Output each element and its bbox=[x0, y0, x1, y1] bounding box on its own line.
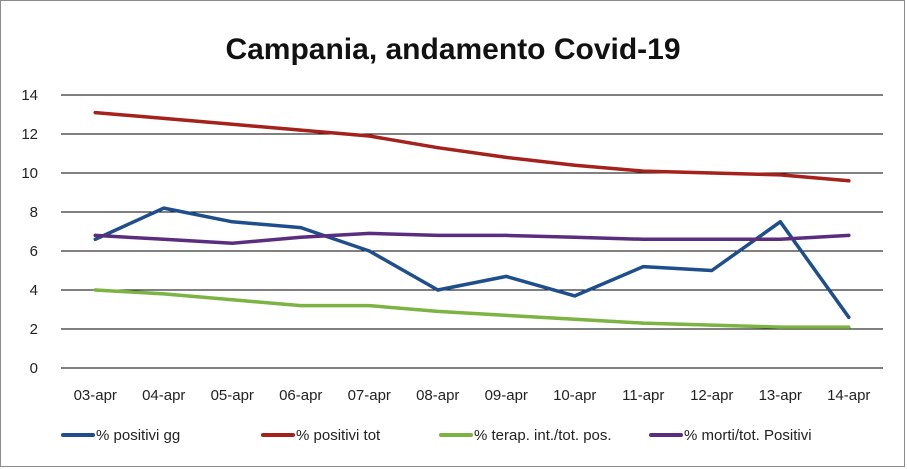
x-tick-label: 14-apr bbox=[827, 387, 870, 404]
series-line-1 bbox=[93, 206, 851, 320]
data-point bbox=[299, 226, 303, 230]
series-line-3 bbox=[93, 288, 851, 329]
x-tick-label: 08-apr bbox=[416, 387, 459, 404]
data-point bbox=[230, 122, 234, 126]
gridlines bbox=[61, 94, 883, 369]
y-tick-label: 12 bbox=[21, 126, 38, 143]
y-tick-label: 0 bbox=[30, 360, 38, 377]
data-point bbox=[299, 128, 303, 132]
data-point bbox=[710, 323, 714, 327]
data-point bbox=[93, 237, 97, 241]
data-point bbox=[573, 163, 577, 167]
y-tick-label: 10 bbox=[21, 165, 38, 182]
data-point bbox=[710, 268, 714, 273]
x-tick-label: 04-apr bbox=[142, 387, 185, 404]
y-tick-label: 6 bbox=[30, 243, 38, 260]
x-tick-label: 13-apr bbox=[759, 387, 802, 404]
data-point bbox=[93, 233, 97, 237]
data-point bbox=[710, 171, 714, 175]
data-point bbox=[641, 321, 645, 325]
data-point bbox=[436, 146, 440, 150]
series-lines bbox=[93, 110, 851, 329]
x-tick-label: 09-apr bbox=[485, 387, 528, 404]
data-point bbox=[778, 237, 782, 241]
x-tick-label: 03-apr bbox=[74, 387, 117, 404]
data-point bbox=[847, 233, 851, 237]
data-point bbox=[641, 169, 645, 173]
data-point bbox=[641, 265, 645, 269]
data-point bbox=[162, 206, 166, 210]
y-tick-label: 4 bbox=[30, 282, 38, 299]
data-point bbox=[230, 241, 234, 245]
data-point bbox=[778, 325, 782, 329]
data-point bbox=[299, 235, 303, 239]
data-point bbox=[299, 304, 303, 308]
data-point bbox=[436, 309, 440, 314]
data-point bbox=[504, 155, 508, 159]
y-axis-ticks: 0 2 4 6 8 10 12 14 bbox=[21, 87, 38, 377]
data-point bbox=[162, 237, 166, 241]
data-point bbox=[367, 134, 371, 138]
data-point bbox=[710, 237, 714, 241]
data-point bbox=[367, 304, 371, 308]
legend-label: % morti/tot. Positivi bbox=[684, 427, 812, 444]
legend-label: % terap. int./tot. pos. bbox=[474, 427, 612, 444]
data-point bbox=[573, 317, 577, 321]
data-point bbox=[504, 313, 508, 317]
series-line-2 bbox=[93, 110, 851, 183]
data-point bbox=[436, 288, 440, 292]
data-point bbox=[436, 233, 440, 237]
x-tick-label: 11-apr bbox=[622, 387, 664, 404]
data-point bbox=[847, 315, 851, 319]
chart-title: Campania, andamento Covid-19 bbox=[225, 33, 680, 66]
data-point bbox=[162, 292, 166, 296]
legend: % positivi gg % positivi tot % terap. int.… bbox=[61, 427, 812, 444]
data-point bbox=[847, 179, 851, 183]
data-point bbox=[504, 274, 508, 278]
x-tick-label: 07-apr bbox=[348, 387, 391, 404]
series-line-4 bbox=[93, 231, 851, 245]
data-point bbox=[230, 220, 234, 224]
y-tick-label: 8 bbox=[30, 204, 38, 221]
x-tick-label: 12-apr bbox=[690, 387, 733, 404]
data-point bbox=[778, 173, 782, 177]
x-tick-label: 06-apr bbox=[279, 387, 322, 404]
data-point bbox=[641, 237, 645, 241]
data-point bbox=[573, 235, 577, 239]
legend-label: % positivi gg bbox=[96, 427, 180, 444]
x-axis-ticks: 03-apr 04-apr 05-apr 06-apr 07-apr 08-apr 09-a… bbox=[74, 387, 871, 404]
x-tick-label: 05-apr bbox=[211, 387, 254, 404]
data-point bbox=[93, 110, 97, 115]
y-tick-label: 14 bbox=[21, 87, 38, 104]
data-point bbox=[573, 294, 577, 298]
y-tick-label: 2 bbox=[30, 321, 38, 338]
data-point bbox=[93, 288, 97, 292]
data-point bbox=[230, 298, 234, 302]
data-point bbox=[778, 220, 782, 224]
data-point bbox=[847, 325, 851, 329]
data-point bbox=[367, 231, 371, 236]
data-point bbox=[504, 233, 508, 237]
data-point bbox=[162, 116, 166, 120]
x-tick-label: 10-apr bbox=[553, 387, 596, 404]
legend-label: % positivi tot bbox=[296, 427, 381, 444]
data-point bbox=[367, 249, 371, 253]
